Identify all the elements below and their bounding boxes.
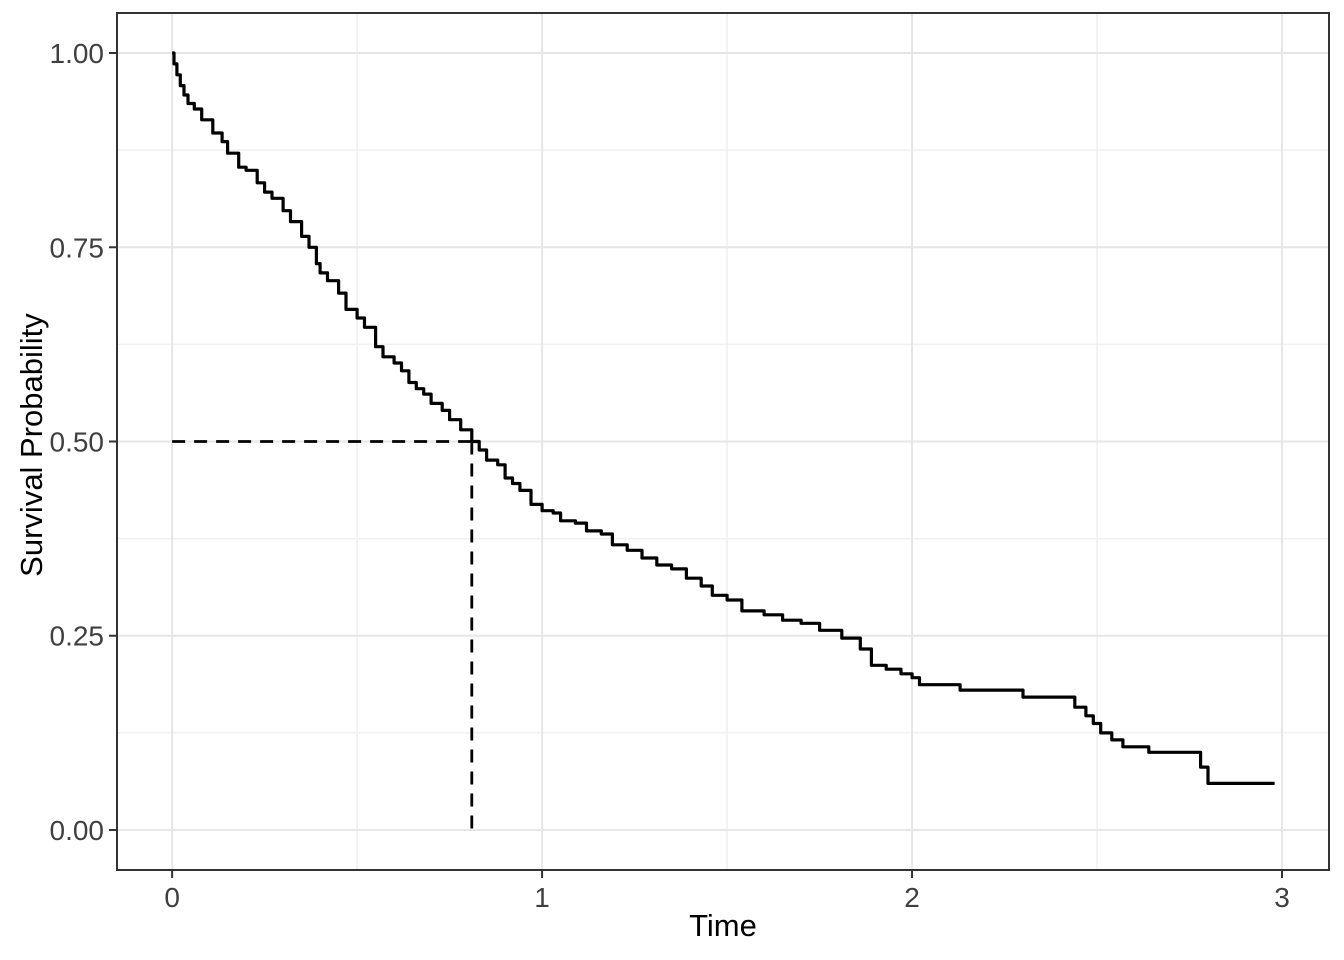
y-tick-label: 0.50 (50, 427, 105, 458)
x-tick-label: 1 (534, 882, 550, 913)
x-tick-label: 3 (1274, 882, 1290, 913)
x-axis-title: Time (689, 908, 757, 943)
y-axis-title: Survival Probability (14, 313, 49, 577)
y-tick-label: 0.00 (50, 815, 105, 846)
survival-curve (172, 51, 1275, 785)
y-tick-label: 1.00 (50, 38, 105, 69)
y-tick-label: 0.25 (50, 621, 105, 652)
x-tick-label: 0 (164, 882, 180, 913)
x-tick-label: 2 (904, 882, 920, 913)
y-tick-label: 0.75 (50, 232, 105, 263)
